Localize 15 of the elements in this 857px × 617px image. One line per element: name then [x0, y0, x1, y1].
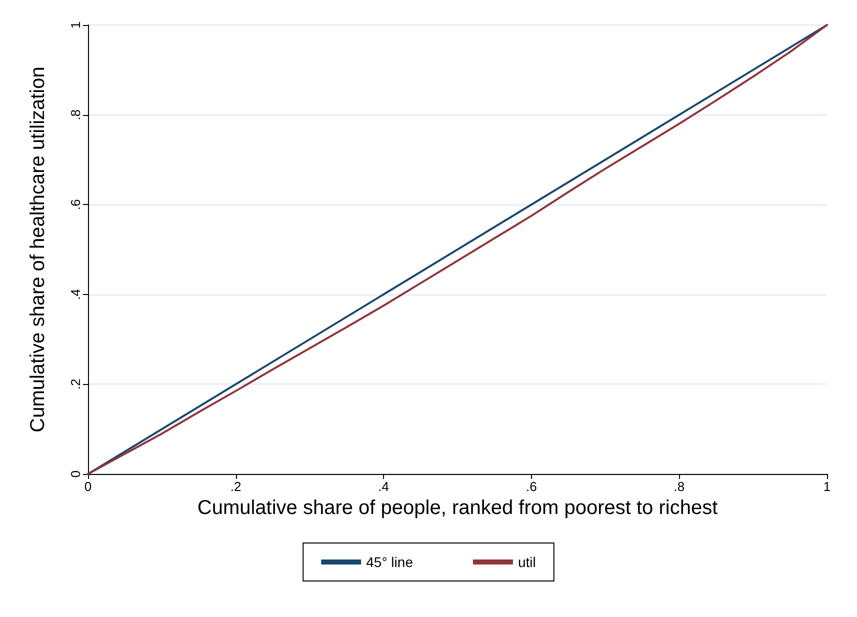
x-tick-label: .4: [378, 479, 390, 494]
x-tick-label: .2: [230, 479, 242, 494]
y-tick-label: 1: [68, 21, 83, 29]
y-tick-label: .4: [68, 288, 83, 300]
y-tick-label: .2: [68, 378, 83, 390]
legend-label: 45° line: [366, 554, 414, 570]
y-tick-label: .8: [68, 109, 83, 120]
y-tick-label: .6: [68, 199, 83, 210]
y-tick-label: 0: [68, 470, 83, 478]
x-axis-title: Cumulative share of people, ranked from poorest to richest: [197, 496, 718, 519]
x-tick-label: 1: [823, 479, 831, 494]
x-tick-label: .6: [526, 479, 537, 494]
legend-label: util: [518, 554, 536, 570]
y-axis-title: Cumulative share of healthcare utilization: [27, 66, 49, 432]
x-tick-label: .8: [674, 479, 685, 494]
